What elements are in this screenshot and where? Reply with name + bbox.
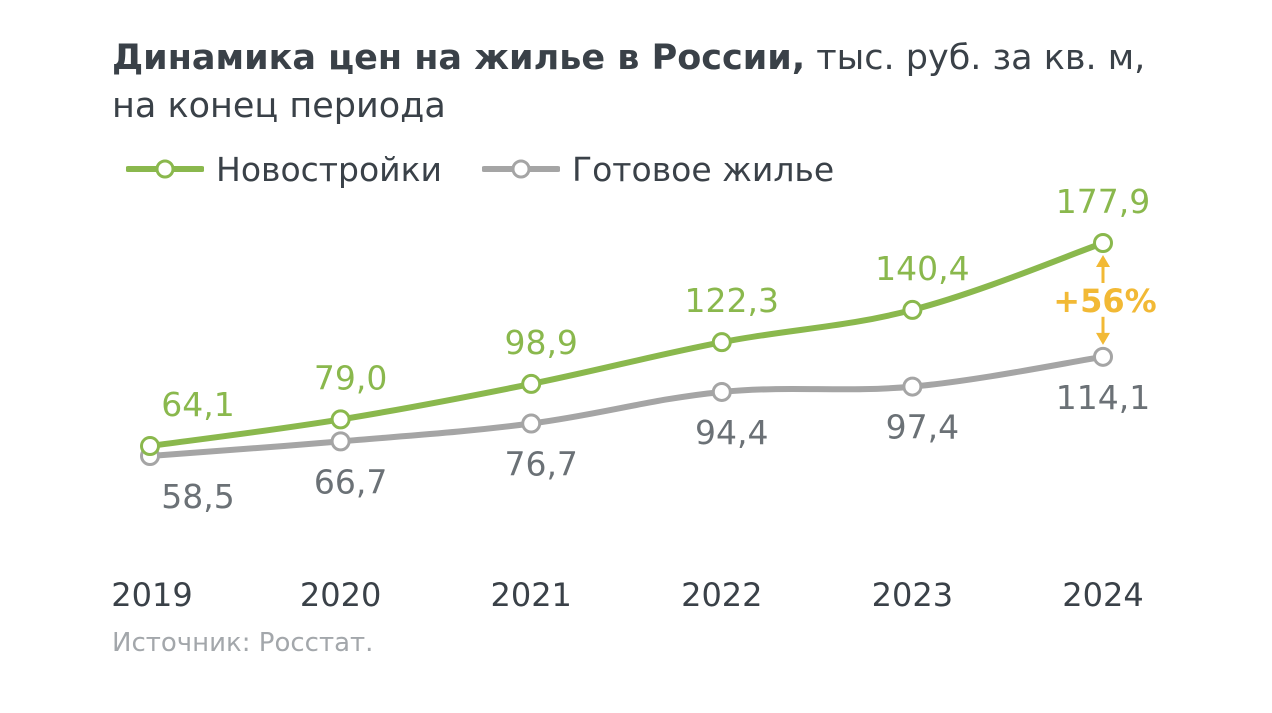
delta-arrow-down-head — [1096, 332, 1110, 345]
data-point-new-2022 — [711, 332, 732, 353]
data-label-new-2019: 64,1 — [161, 385, 234, 424]
chart-title: Динамика цен на жилье в России, тыс. руб… — [112, 34, 1232, 130]
data-point-new-2019 — [140, 436, 160, 457]
data-label-new-2022: 122,3 — [685, 281, 779, 320]
data-label-new-2020: 79,0 — [314, 358, 387, 397]
data-label-new-2023: 140,4 — [875, 249, 969, 288]
series-line-new — [147, 240, 1106, 450]
chart-title-period: на конец периода — [112, 86, 446, 126]
data-point-new-2023 — [902, 299, 923, 320]
data-point-secondary-2024 — [1093, 346, 1113, 367]
data-label-secondary-2020: 66,7 — [314, 462, 387, 501]
x-tick-label-2021: 2021 — [490, 576, 571, 614]
x-tick-label-2022: 2022 — [681, 576, 762, 614]
x-tick-label-2023: 2023 — [872, 576, 953, 614]
legend-swatch-new — [126, 159, 204, 179]
data-point-secondary-2023 — [902, 376, 923, 397]
delta-label: +56% — [1053, 282, 1156, 320]
legend-swatch-secondary — [481, 159, 560, 179]
data-point-secondary-2020 — [330, 431, 351, 452]
data-point-new-2021 — [521, 373, 542, 394]
legend-label-secondary: Готовое жилье — [571, 149, 835, 189]
source-note: Источник: Росстат. — [112, 628, 374, 658]
data-label-secondary-2019: 58,5 — [161, 477, 234, 516]
data-label-secondary-2023: 97,4 — [886, 408, 959, 447]
chart-title-bold: Динамика цен на жилье в России, — [112, 38, 806, 78]
chart-title-units: тыс. руб. за кв. м, — [805, 38, 1146, 78]
data-point-secondary-2022 — [711, 381, 732, 402]
delta-arrow-up-head — [1096, 255, 1110, 267]
data-point-new-2024 — [1093, 233, 1113, 253]
x-tick-label-2020: 2020 — [300, 576, 381, 614]
series-line-secondary — [147, 353, 1106, 459]
data-label-new-2024: 177,9 — [1056, 182, 1150, 221]
chart-legend: Новостройки Готовое жилье — [126, 146, 874, 192]
data-label-secondary-2022: 94,4 — [695, 413, 768, 452]
data-label-secondary-2024: 114,1 — [1056, 378, 1150, 417]
data-point-secondary-2021 — [521, 413, 542, 434]
legend-label-new: Новостройки — [216, 149, 442, 189]
x-tick-label-2019: 2019 — [111, 576, 192, 614]
legend-item-secondary: Готовое жилье — [481, 149, 835, 189]
legend-item-new: Новостройки — [126, 150, 442, 189]
data-label-new-2021: 98,9 — [504, 323, 577, 362]
data-point-new-2020 — [330, 409, 351, 430]
x-tick-label-2024: 2024 — [1062, 576, 1143, 614]
data-label-secondary-2021: 76,7 — [504, 445, 577, 484]
